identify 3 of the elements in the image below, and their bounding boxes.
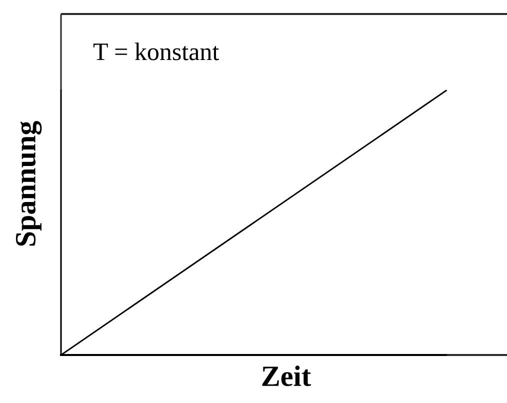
y-axis-title: Spannung — [16, 121, 42, 246]
text: T = konstant — [93, 42, 220, 60]
x-axis-title: Zeit — [262, 366, 311, 386]
